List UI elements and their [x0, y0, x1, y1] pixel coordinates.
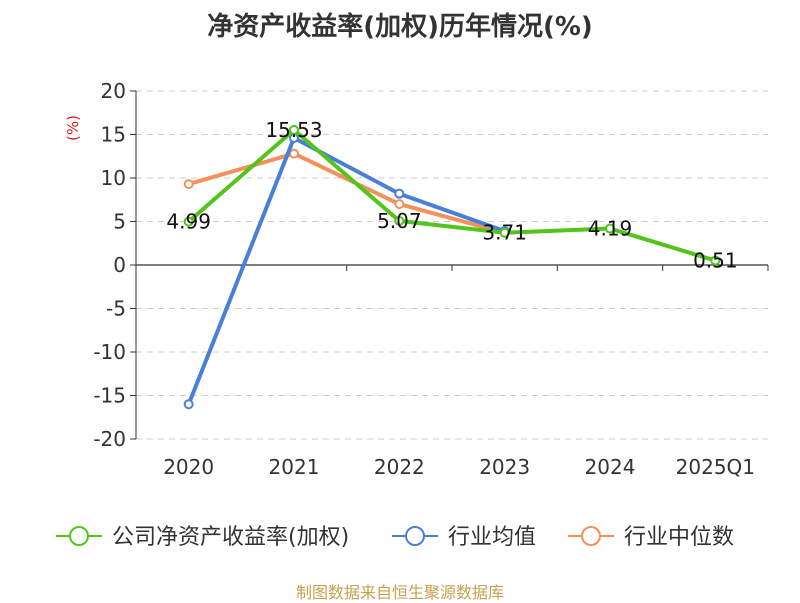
legend-label: 行业均值: [448, 525, 536, 550]
data-point-company-roe: [605, 223, 615, 234]
data-label: 4.19: [588, 217, 633, 241]
series-line-industry-median: [186, 151, 507, 235]
legend-item-company-roe: 公司净资产收益率(加权): [56, 525, 349, 550]
legend: 公司净资产收益率(加权) 行业均值 行业中位数: [56, 525, 734, 550]
y-tick-label: 10: [101, 166, 126, 190]
data-point-company-roe: [499, 227, 510, 238]
series-line-company-roe: [186, 127, 718, 263]
x-tick-label: 2025Q1: [676, 455, 755, 479]
legend-marker-industry-mean: [405, 526, 425, 546]
legend-item-industry-mean: 行业均值: [392, 525, 536, 550]
y-tick-label: 0: [113, 253, 126, 277]
legend-label: 行业中位数: [624, 525, 734, 550]
x-tick-label: 2021: [269, 455, 320, 479]
y-axis-label: (%): [64, 115, 82, 141]
data-point-industry-mean: [394, 188, 405, 199]
data-point-industry-median: [183, 179, 194, 190]
data-point-industry-median: [289, 148, 299, 159]
axis-layer: 20 15 10 5 0 -5 -10 -15 -20 2020 2021 2022 2023 2024 2…: [64, 79, 769, 479]
x-tick-label: 2023: [479, 455, 530, 479]
data-label: 0.51: [693, 249, 738, 273]
legend-item-industry-median: 行业中位数: [568, 525, 734, 550]
data-point-company-roe: [289, 124, 299, 135]
legend-marker-industry-median: [581, 526, 601, 546]
data-label-layer: 4.99 15.53 5.07 3.71 4.19 0.51: [166, 118, 737, 273]
data-label: 15.53: [265, 118, 322, 142]
x-tick-label: 2020: [163, 455, 214, 479]
y-tick-label: 15: [101, 123, 126, 147]
y-tick-label: -10: [93, 340, 126, 364]
data-point-industry-median: [394, 199, 405, 210]
source-note: 制图数据来自恒生聚源数据库: [295, 583, 504, 602]
y-tick-label: -15: [93, 384, 126, 408]
data-label: 5.07: [377, 209, 422, 233]
legend-marker-company-roe: [69, 526, 89, 546]
y-tick-label: -20: [93, 427, 126, 451]
x-tick-label: 2022: [374, 455, 425, 479]
legend-label: 公司净资产收益率(加权): [112, 525, 349, 550]
series-layer: [183, 124, 721, 410]
data-label: 4.99: [166, 210, 211, 234]
y-tick-label: 20: [101, 79, 126, 103]
x-tick-label: 2024: [585, 455, 636, 479]
data-point-industry-mean: [183, 399, 194, 410]
data-point-company-roe: [710, 255, 721, 266]
data-point-company-roe: [183, 216, 194, 227]
y-tick-label: -5: [106, 297, 126, 321]
y-tick-label: 5: [113, 210, 126, 234]
series-line-industry-mean: [186, 136, 507, 407]
data-label: 3.71: [482, 221, 527, 245]
data-point-company-roe: [394, 215, 405, 226]
chart-title: 净资产收益率(加权)历年情况(%): [207, 12, 593, 42]
